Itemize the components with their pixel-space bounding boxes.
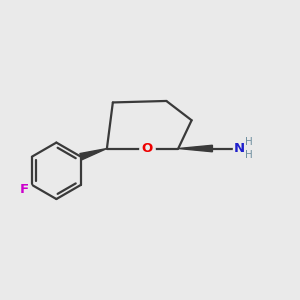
Polygon shape	[178, 145, 212, 152]
Text: N: N	[234, 142, 245, 155]
Text: F: F	[20, 183, 29, 196]
Text: H: H	[245, 137, 253, 147]
Text: O: O	[141, 142, 153, 155]
Polygon shape	[80, 148, 107, 160]
Text: H: H	[245, 150, 253, 160]
